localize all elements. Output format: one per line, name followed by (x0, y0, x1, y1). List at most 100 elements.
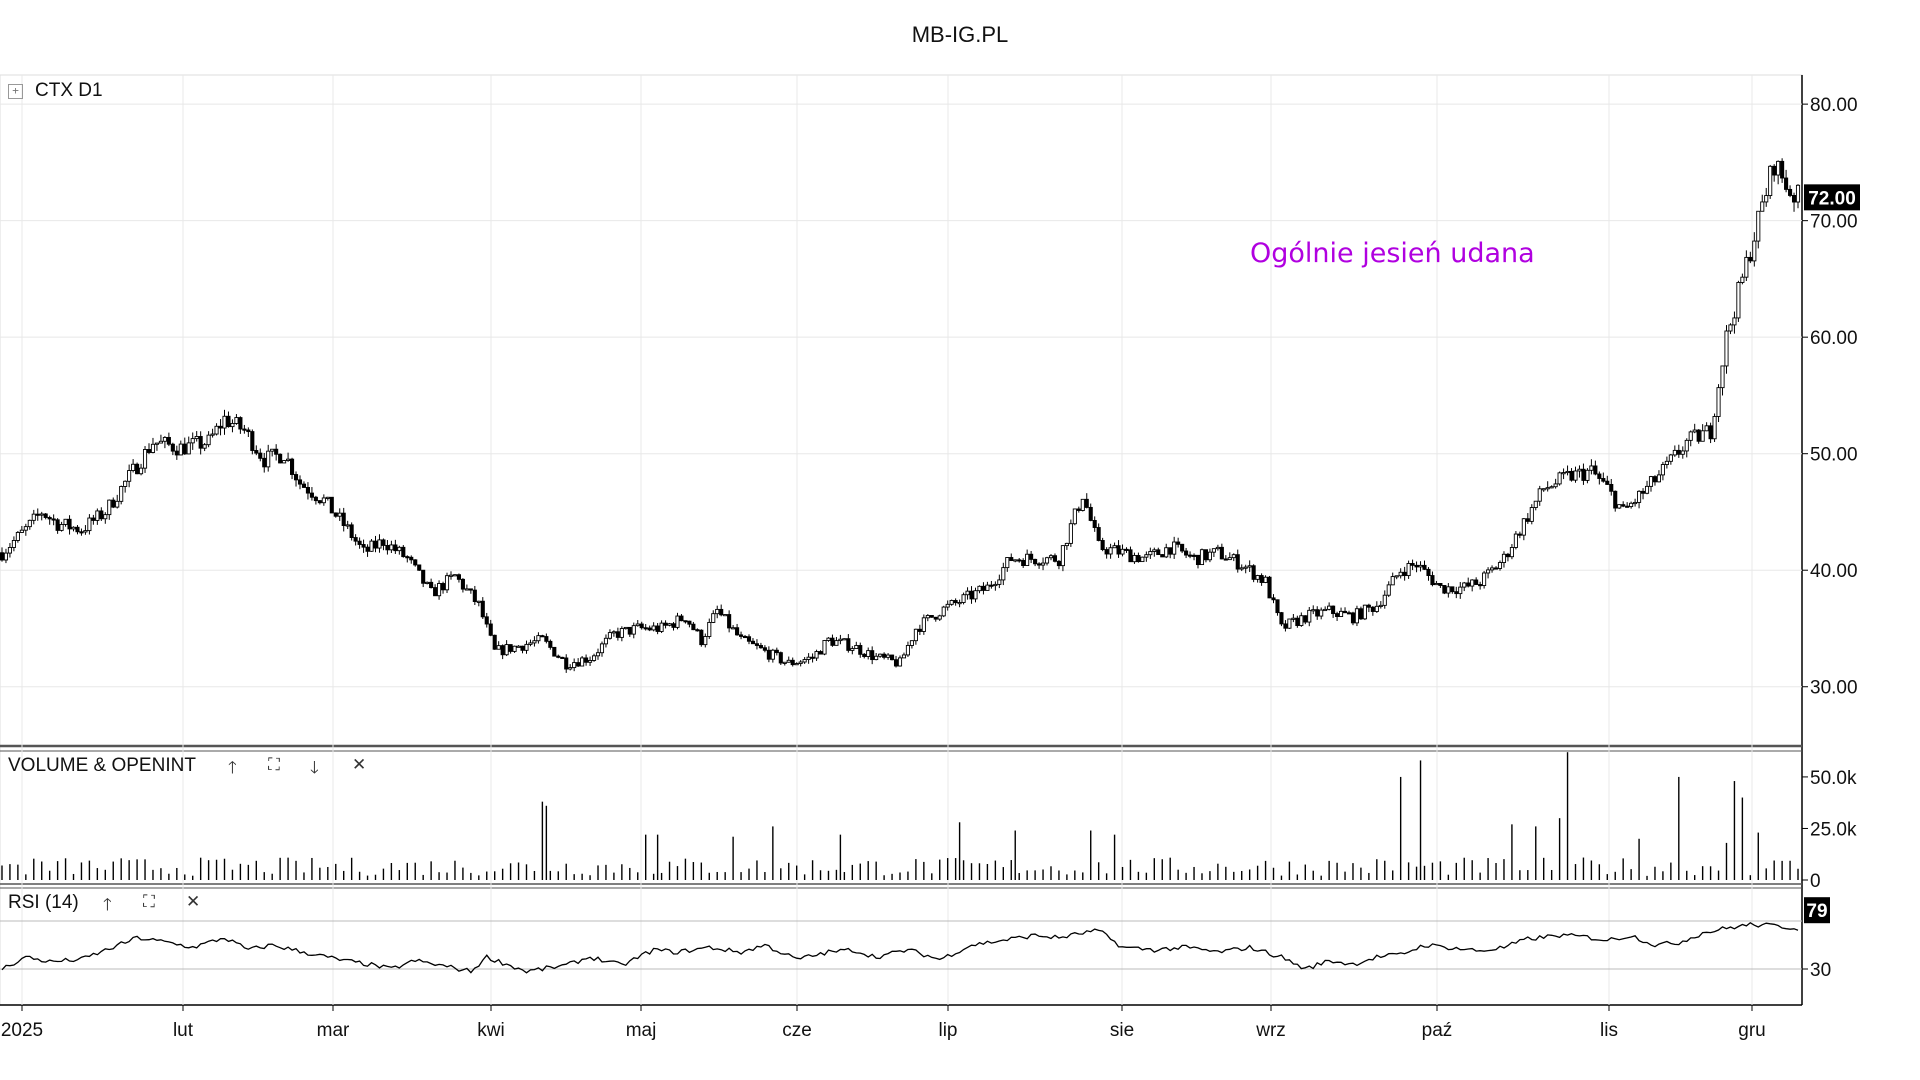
candle-body (810, 656, 815, 659)
candle-body (305, 486, 310, 494)
candle-body (202, 444, 207, 449)
candle-body (131, 463, 136, 471)
candle-body (965, 590, 970, 596)
candle-body (254, 450, 259, 454)
candle-body (1577, 468, 1582, 472)
candle-body (1426, 568, 1431, 576)
arrow-down-icon[interactable]: 🡓 (310, 758, 319, 778)
candle-body (595, 652, 601, 657)
candle-body (1438, 582, 1443, 586)
candle-body (1168, 547, 1173, 555)
candle-body (401, 546, 406, 558)
candle-body (107, 499, 112, 516)
candle-body (337, 512, 342, 517)
maximize-icon[interactable]: ⛶ (268, 755, 280, 775)
candle-body (1140, 556, 1145, 563)
candle-body (293, 474, 299, 481)
candle-body (1247, 565, 1252, 568)
candle-body (1712, 416, 1717, 440)
candle-body (981, 585, 986, 591)
candle-body (468, 588, 473, 591)
candle-body (1029, 553, 1034, 560)
candle-body (417, 564, 422, 571)
candle-body (250, 431, 255, 451)
arrow-up-icon[interactable]: 🡑 (103, 895, 112, 915)
close-icon[interactable]: ✕ (352, 755, 367, 775)
candle-body (11, 540, 16, 548)
plus-box-icon[interactable]: + (8, 84, 23, 99)
candle-body (909, 640, 914, 646)
candle-body (1791, 194, 1797, 203)
candle-body (1303, 615, 1308, 623)
candle-body (603, 637, 609, 645)
candle-body (1434, 582, 1439, 586)
candle-body (854, 645, 859, 650)
candle-body (798, 661, 803, 664)
candle-body (1776, 160, 1781, 176)
candle-body (1072, 508, 1077, 525)
candle-body (1255, 575, 1260, 580)
candle-body (246, 429, 251, 433)
candle-body (170, 443, 175, 452)
candle-body (258, 452, 263, 459)
candle-body (1640, 490, 1646, 494)
candle-body (1080, 498, 1085, 511)
x-tick-label: kwi (477, 1020, 504, 1041)
candle-body (933, 616, 938, 620)
candle-body (516, 645, 521, 648)
candle-body (1191, 554, 1197, 557)
candle-body (182, 443, 187, 455)
maximize-icon[interactable]: ⛶ (143, 892, 155, 912)
close-icon[interactable]: ✕ (186, 892, 201, 912)
candle-body (1207, 551, 1212, 561)
candle-body (1784, 177, 1789, 190)
candle-body (15, 532, 20, 541)
candle-body (0, 552, 5, 561)
candle-body (1549, 486, 1554, 489)
candle-body (1176, 541, 1181, 545)
candle-body (325, 496, 330, 499)
candle-body (1482, 572, 1487, 586)
arrow-up-icon[interactable]: 🡑 (228, 758, 237, 778)
candle-body (731, 627, 736, 630)
candle-body (1335, 613, 1340, 617)
candle-body (742, 635, 748, 639)
candle-body (1696, 429, 1701, 442)
candle-body (754, 643, 760, 646)
candle-body (238, 417, 243, 430)
x-tick-label: wrz (1255, 1020, 1286, 1041)
candle-body (691, 623, 696, 631)
candle-body (488, 623, 493, 636)
candle-body (35, 513, 40, 516)
candle-body (266, 450, 271, 468)
candle-body (1744, 256, 1749, 278)
candle-body (1362, 604, 1367, 620)
candle-body (778, 652, 783, 664)
candle-body (1402, 571, 1407, 577)
candle-body (647, 627, 652, 631)
candle-body (43, 513, 48, 518)
candle-body (111, 499, 116, 508)
candle-body (862, 653, 867, 657)
candle-body (1406, 563, 1411, 577)
candle-body (882, 653, 887, 658)
candle-body (103, 514, 108, 520)
candle-body (1386, 584, 1391, 596)
candle-body (278, 453, 283, 464)
current-price-label: 72.00 (1808, 188, 1856, 209)
candle-body (349, 524, 354, 538)
candle-body (886, 654, 891, 658)
candle-body (715, 608, 720, 615)
chart-annotation[interactable]: Ogólnie jesień udana (1250, 238, 1535, 269)
candle-body (1164, 547, 1169, 558)
candle-body (1525, 518, 1530, 522)
candle-body (484, 616, 489, 625)
candle-body (75, 526, 80, 533)
candle-body (1521, 518, 1526, 536)
candle-body (707, 621, 712, 637)
candle-body (917, 628, 922, 632)
candle-body (893, 659, 899, 667)
candle-body (1418, 564, 1423, 568)
candle-body (1132, 554, 1137, 563)
